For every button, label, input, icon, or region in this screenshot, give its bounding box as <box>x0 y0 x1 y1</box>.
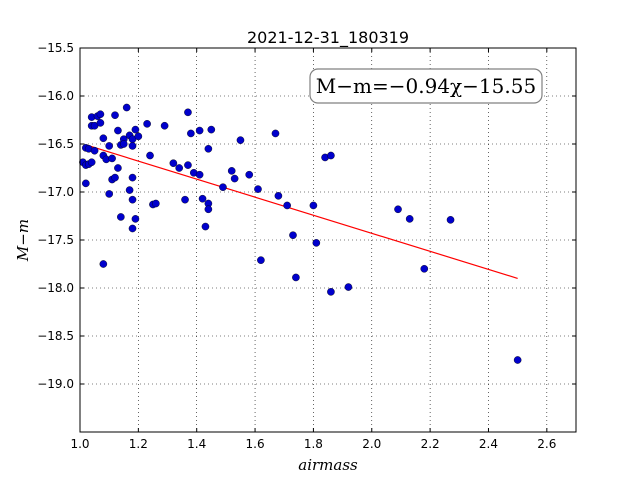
data-point <box>108 154 116 163</box>
data-point <box>181 195 189 204</box>
data-point <box>111 111 119 119</box>
data-point <box>134 132 143 141</box>
data-point <box>405 215 414 223</box>
data-point <box>152 199 160 208</box>
y-tick-label: −15.5 <box>37 41 74 55</box>
data-point <box>87 158 96 167</box>
data-point <box>274 192 283 200</box>
data-point <box>146 151 154 160</box>
y-tick-label: −17.5 <box>37 233 74 247</box>
data-point <box>114 164 122 172</box>
data-point <box>446 216 455 224</box>
y-tick-label: −18.0 <box>37 281 74 295</box>
data-point <box>292 273 300 282</box>
data-point <box>394 205 402 214</box>
y-tick-label: −18.5 <box>37 329 74 343</box>
x-axis-label: airmass <box>298 456 358 474</box>
data-point <box>175 164 183 172</box>
data-point <box>96 110 105 119</box>
data-point <box>128 142 137 150</box>
data-point <box>289 231 297 239</box>
data-point <box>119 140 128 148</box>
data-point <box>111 173 119 182</box>
data-point <box>195 126 204 135</box>
data-point <box>254 185 262 193</box>
data-point <box>82 179 90 188</box>
data-point <box>201 222 210 231</box>
data-point <box>420 264 429 273</box>
y-tick-label: −17.0 <box>37 185 74 199</box>
data-point <box>219 183 227 191</box>
data-point <box>227 167 236 175</box>
data-point <box>128 195 137 204</box>
x-tick-label: 1.6 <box>246 437 265 451</box>
data-point <box>309 201 318 210</box>
data-point <box>257 256 265 264</box>
data-point <box>204 205 213 214</box>
data-point <box>327 151 335 160</box>
data-point <box>271 129 280 138</box>
x-tick-label: 2.4 <box>479 437 498 451</box>
data-point <box>99 260 108 268</box>
data-point <box>344 283 353 291</box>
x-tick-label: 1.8 <box>304 437 323 451</box>
data-point <box>283 201 291 210</box>
x-tick-label: 1.4 <box>187 437 206 451</box>
data-point <box>236 136 245 144</box>
data-point <box>143 120 151 128</box>
data-point <box>207 125 216 134</box>
chart-title: 2021-12-31_180319 <box>247 28 409 48</box>
x-tick-label: 2.6 <box>537 437 556 451</box>
data-point <box>245 170 254 179</box>
data-point <box>125 186 134 194</box>
data-point <box>105 142 113 150</box>
data-point <box>327 288 335 296</box>
data-point <box>117 213 125 221</box>
data-point <box>204 144 213 153</box>
data-point <box>184 161 192 169</box>
data-point <box>195 170 204 179</box>
data-points <box>79 103 522 364</box>
axis-ticks: 1.0 1.2 1.4 1.6 1.8 2.0 2.2 2.4 2.6 −15.5 −16.0 −16… <box>37 41 576 451</box>
data-point <box>230 174 239 183</box>
y-tick-label: −16.5 <box>37 137 74 151</box>
data-point <box>198 194 207 203</box>
data-point <box>99 134 108 143</box>
data-point <box>122 103 131 112</box>
y-tick-label: −19.0 <box>37 377 74 391</box>
data-point <box>131 215 140 223</box>
data-point <box>187 129 195 138</box>
y-tick-label: −16.0 <box>37 89 74 103</box>
data-point <box>96 119 105 127</box>
x-tick-label: 1.0 <box>70 437 89 451</box>
data-point <box>128 224 137 233</box>
data-point <box>513 356 522 364</box>
data-point <box>312 239 321 247</box>
data-point <box>184 108 192 117</box>
data-point <box>105 190 113 198</box>
data-point <box>160 121 169 130</box>
data-point <box>114 126 122 135</box>
annotation-box: M−m=−0.94χ−15.55 <box>309 68 543 104</box>
fit-line-group <box>85 144 518 279</box>
x-tick-label: 2.0 <box>362 437 381 451</box>
fit-annotation: M−m=−0.94χ−15.55 <box>316 74 536 98</box>
data-point <box>128 173 137 182</box>
data-point <box>131 125 140 134</box>
y-axis-label: M−m <box>14 219 32 262</box>
fit-line <box>85 144 518 279</box>
x-tick-label: 1.2 <box>129 437 148 451</box>
x-tick-label: 2.2 <box>421 437 440 451</box>
data-point <box>169 159 178 167</box>
data-point <box>90 146 99 155</box>
